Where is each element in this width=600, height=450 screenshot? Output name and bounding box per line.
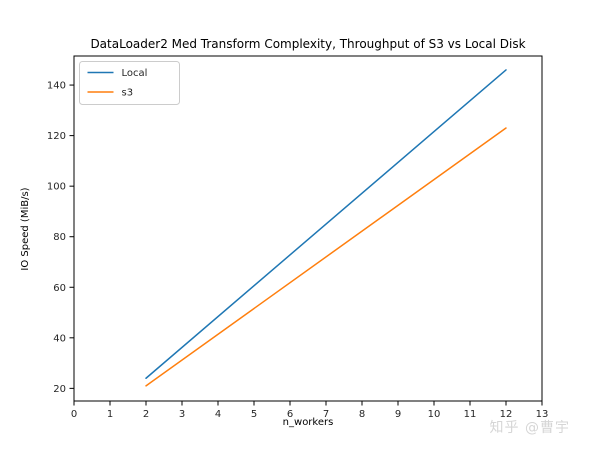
x-tick-label: 10 [428, 409, 441, 420]
x-tick-label: 5 [251, 409, 257, 420]
y-tick-label: 140 [47, 81, 66, 92]
legend-label-s3: s3 [122, 88, 134, 99]
y-axis: 20 40 60 80 100 120 140 [47, 81, 74, 395]
y-tick-label: 120 [47, 131, 66, 142]
x-tick-label: 3 [179, 409, 185, 420]
x-tick-label: 8 [359, 409, 365, 420]
x-axis: 0 1 2 3 4 5 6 7 8 9 10 11 12 13 [71, 401, 549, 420]
y-tick-label: 20 [53, 384, 66, 395]
chart-title: DataLoader2 Med Transform Complexity, Th… [90, 37, 526, 51]
y-tick-label: 100 [47, 182, 66, 193]
x-tick-label: 11 [464, 409, 477, 420]
x-tick-label: 13 [536, 409, 549, 420]
y-tick-label: 40 [53, 333, 66, 344]
plot-area [73, 55, 543, 402]
x-tick-label: 9 [395, 409, 401, 420]
x-tick-label: 4 [215, 409, 221, 420]
legend: Local s3 [79, 61, 180, 105]
x-axis-label: n_workers [282, 417, 334, 428]
legend-label-local: Local [122, 68, 148, 79]
series-local-line [145, 69, 507, 380]
x-tick-label: 6 [287, 409, 293, 420]
x-tick-label: 2 [143, 409, 149, 420]
x-tick-label: 7 [323, 409, 329, 420]
x-tick-label: 0 [71, 409, 77, 420]
series-s3-line [145, 127, 507, 387]
zhihu-watermark: 知乎 @曹宇 [489, 420, 570, 436]
x-tick-label: 1 [107, 409, 113, 420]
y-axis-label: IO Speed (MiB/s) [20, 187, 31, 271]
y-tick-label: 80 [53, 232, 66, 243]
y-tick-label: 60 [53, 283, 66, 294]
x-tick-label: 12 [500, 409, 513, 420]
